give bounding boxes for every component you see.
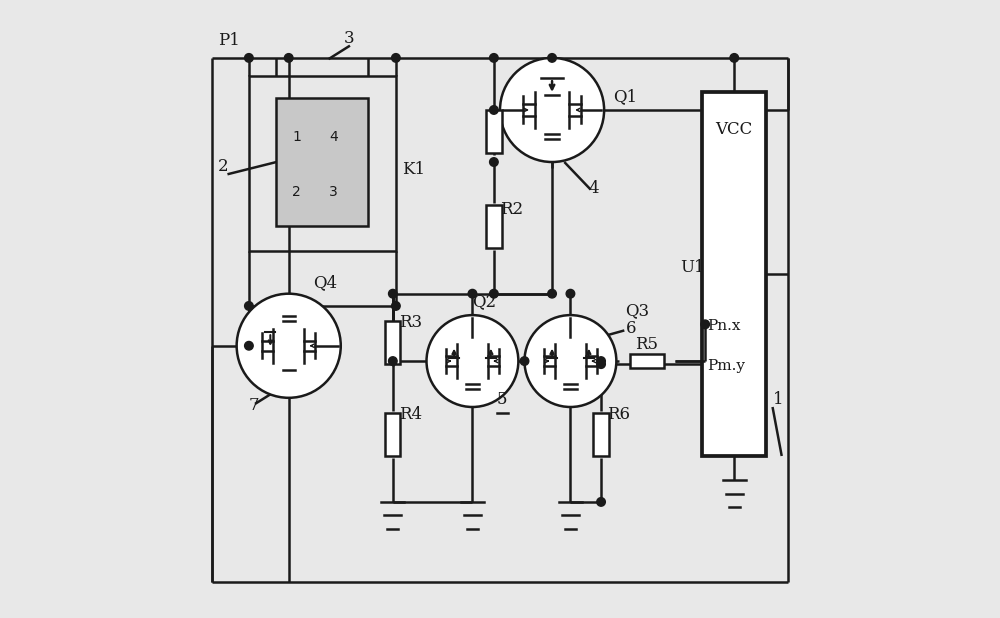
Circle shape [392,54,400,62]
Text: P1: P1 [218,32,240,49]
Bar [630,354,664,368]
Text: Pm.y: Pm.y [707,359,745,373]
Circle shape [597,357,605,365]
Text: R1: R1 [500,103,523,120]
Text: R6: R6 [607,406,630,423]
Text: Q4: Q4 [313,274,337,292]
Circle shape [490,289,498,298]
Circle shape [427,315,518,407]
Circle shape [520,357,529,365]
Circle shape [468,289,477,298]
Text: R4: R4 [399,406,422,423]
Bar [702,91,766,456]
Circle shape [389,357,397,365]
Circle shape [730,54,739,62]
Circle shape [490,106,498,114]
Circle shape [597,360,605,368]
Text: 1: 1 [773,391,783,408]
Text: 2: 2 [218,158,229,175]
Bar [385,413,400,456]
Bar [486,205,502,248]
Text: K1: K1 [402,161,425,178]
Text: 5: 5 [497,391,507,408]
Circle shape [524,315,616,407]
Text: 1: 1 [292,130,301,143]
Text: 4: 4 [329,130,338,143]
Circle shape [237,294,341,398]
Text: Q2: Q2 [472,293,497,310]
Circle shape [597,497,605,506]
Bar [593,413,609,456]
Text: VCC: VCC [716,122,753,138]
Circle shape [566,289,575,298]
Bar [276,98,368,226]
Text: R2: R2 [500,201,523,218]
Circle shape [490,54,498,62]
Circle shape [701,320,709,329]
Text: 2: 2 [292,185,301,199]
Circle shape [500,58,604,162]
Bar [249,76,396,251]
Circle shape [548,289,556,298]
Circle shape [245,302,253,310]
Circle shape [548,54,556,62]
Text: U1: U1 [681,260,705,276]
Text: Pn.x: Pn.x [707,320,741,334]
Text: Q3: Q3 [626,302,650,319]
Text: 7: 7 [249,397,260,414]
Circle shape [284,54,293,62]
Circle shape [490,158,498,166]
Text: Q1: Q1 [613,88,637,105]
Text: 4: 4 [589,180,599,197]
Circle shape [245,54,253,62]
Text: R5: R5 [635,336,658,353]
Bar [385,321,400,364]
Circle shape [389,289,397,298]
Text: 3: 3 [329,185,338,199]
Bar [486,110,502,153]
Text: 6: 6 [626,321,636,337]
Circle shape [245,342,253,350]
Text: 3: 3 [344,30,354,46]
Circle shape [392,302,400,310]
Text: R3: R3 [399,315,422,331]
